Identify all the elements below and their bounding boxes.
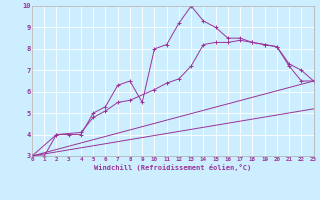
X-axis label: Windchill (Refroidissement éolien,°C): Windchill (Refroidissement éolien,°C) — [94, 164, 252, 171]
